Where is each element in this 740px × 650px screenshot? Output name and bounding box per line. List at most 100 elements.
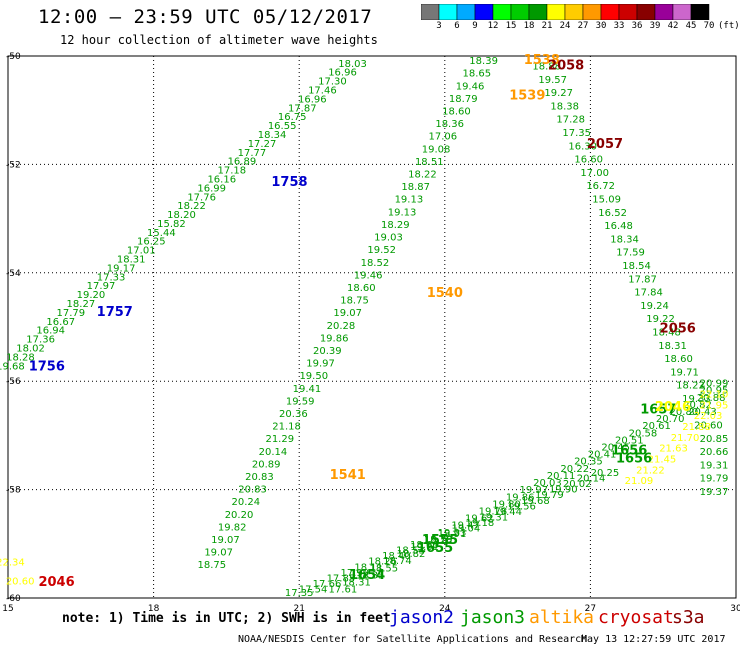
wave-height-label: 18.79 bbox=[449, 94, 478, 105]
pass-time-label: 2056 bbox=[660, 321, 696, 336]
wave-height-label: 18.55 bbox=[369, 563, 398, 574]
wave-height-label: 15.82 bbox=[157, 219, 186, 230]
color-scale-label: 12 bbox=[487, 21, 499, 31]
wave-height-label: 20.66 bbox=[700, 447, 729, 458]
color-scale-bar bbox=[421, 4, 710, 20]
wave-height-label: 21.18 bbox=[272, 422, 301, 433]
wave-height-label: 18.29 bbox=[381, 220, 410, 231]
wave-height-label: 18.34 bbox=[258, 130, 287, 141]
wave-height-label: 18.66 bbox=[410, 540, 439, 551]
footnote: note: 1) Time is in UTC; 2) SWH is in fe… bbox=[62, 611, 391, 626]
wave-height-label: 18.40 bbox=[382, 551, 411, 562]
legend-jason3: jason3 bbox=[460, 607, 526, 628]
wave-height-label: 16.25 bbox=[137, 237, 166, 248]
wave-height-label: 19.27 bbox=[544, 88, 573, 99]
wave-height-label: 18.28 bbox=[6, 352, 35, 363]
wave-height-label: 18.87 bbox=[401, 182, 430, 193]
wave-height-label: 19.79 bbox=[535, 490, 564, 501]
pass-time-label: 1758 bbox=[271, 175, 307, 190]
wave-height-label: 17.35 bbox=[562, 128, 591, 139]
wave-height-label: 19.52 bbox=[367, 245, 396, 256]
wave-height-label: 20.41 bbox=[588, 450, 617, 461]
wave-height-label: 17.18 bbox=[218, 166, 247, 177]
wave-height-label: 17.30 bbox=[318, 77, 347, 88]
wave-height-label: 19.68 bbox=[521, 496, 550, 507]
wave-height-label: 21.70 bbox=[671, 433, 700, 444]
y-tick-label: -58 bbox=[6, 486, 21, 496]
wave-height-label: 19.82 bbox=[218, 522, 247, 533]
wave-height-label: 18.22 bbox=[177, 201, 206, 212]
wave-height-label: 17.87 bbox=[288, 103, 317, 114]
wave-height-label: 16.30 bbox=[568, 141, 597, 152]
wave-height-label: 16.89 bbox=[228, 157, 257, 168]
legend-altika: altika bbox=[529, 607, 595, 628]
wave-height-label: 18.11 bbox=[354, 562, 383, 573]
wave-height-label: 16.52 bbox=[598, 208, 627, 219]
wave-height-label: 20.58 bbox=[629, 428, 658, 439]
x-tick-label: 30 bbox=[730, 604, 740, 614]
pass-time-label: 2057 bbox=[587, 137, 623, 152]
wave-height-label: 20.28 bbox=[327, 321, 356, 332]
wave-height-label: 18.26 bbox=[368, 557, 397, 568]
wave-height-label: 17.85 bbox=[327, 573, 356, 584]
wave-height-label: 18.39 bbox=[469, 56, 498, 67]
wave-height-label: 17.28 bbox=[556, 115, 585, 126]
x-tick-label: 21 bbox=[293, 604, 304, 614]
color-scale-label: 30 bbox=[595, 21, 607, 31]
wave-height-label: 18.65 bbox=[463, 69, 492, 80]
pass-time-label: 1656 bbox=[616, 452, 652, 467]
legend-cryosat: cryosat bbox=[598, 607, 674, 628]
wave-height-label: 20.43 bbox=[688, 407, 717, 418]
wave-height-label: 18.75 bbox=[198, 560, 227, 571]
wave-height-label: 20.20 bbox=[225, 510, 254, 521]
x-tick-label: 18 bbox=[148, 604, 160, 614]
wave-height-label: 19.46 bbox=[354, 270, 383, 281]
wave-height-label: 18.02 bbox=[16, 343, 45, 354]
map-frame bbox=[7, 55, 737, 599]
wave-height-label: 19.47 bbox=[451, 521, 480, 532]
wave-height-label: 21.95 bbox=[700, 400, 729, 411]
pass-time-label: 2046 bbox=[655, 400, 691, 415]
color-scale-label: 18 bbox=[523, 21, 535, 31]
wave-height-label: 17.87 bbox=[628, 274, 657, 285]
wave-height-label: 19.46 bbox=[456, 81, 485, 92]
wave-height-label: 18.75 bbox=[340, 296, 369, 307]
wave-height-label: 18.60 bbox=[664, 354, 693, 365]
wave-height-label: 18.31 bbox=[117, 255, 146, 266]
wave-height-label: 17.46 bbox=[308, 86, 337, 97]
color-swatch bbox=[690, 4, 710, 20]
wave-height-label: 16.75 bbox=[278, 112, 307, 123]
wave-height-label: 18.31 bbox=[342, 577, 371, 588]
wave-height-label: 20.82 bbox=[683, 400, 712, 411]
pass-time-label: 1541 bbox=[330, 468, 366, 483]
wave-height-label: 17.61 bbox=[329, 585, 358, 596]
wave-height-label: 20.02 bbox=[563, 479, 592, 490]
wave-height-label: 19.24 bbox=[640, 301, 669, 312]
wave-height-label: 17.59 bbox=[616, 248, 645, 259]
pass-time-label: 1655 bbox=[417, 541, 453, 556]
wave-height-label: 20.45 bbox=[601, 443, 630, 454]
map-subtitle: 12 hour collection of altimeter wave hei… bbox=[60, 33, 378, 47]
x-tick-label: 24 bbox=[439, 604, 451, 614]
wave-height-label: 19.80 bbox=[492, 499, 521, 510]
legend-jason2: jason2 bbox=[389, 607, 455, 628]
wave-height-label: 22.10 bbox=[700, 389, 729, 400]
color-scale-label: 27 bbox=[577, 21, 589, 31]
wave-height-label: 19.41 bbox=[293, 384, 322, 395]
color-scale-label: 42 bbox=[667, 21, 679, 31]
y-tick-label: -52 bbox=[6, 160, 21, 170]
pass-time-label: 1756 bbox=[29, 359, 65, 374]
wave-height-label: 19.97 bbox=[520, 485, 549, 496]
pass-time-label: 1757 bbox=[97, 305, 133, 320]
wave-height-label: 21.22 bbox=[636, 465, 665, 476]
wave-height-label: 18.27 bbox=[67, 299, 96, 310]
wave-height-label: 17.99 bbox=[340, 568, 369, 579]
wave-height-label: 17.54 bbox=[299, 584, 328, 595]
color-scale-label: 9 bbox=[472, 21, 478, 31]
wave-height-label: 16.55 bbox=[268, 121, 297, 132]
wave-height-label: 17.35 bbox=[285, 588, 314, 599]
wave-height-label: 21.88 bbox=[682, 422, 711, 433]
wave-height-label: 18.82 bbox=[397, 549, 426, 560]
pass-time-label: 1540 bbox=[427, 286, 463, 301]
